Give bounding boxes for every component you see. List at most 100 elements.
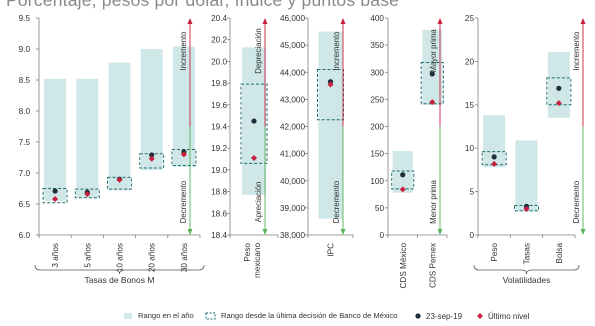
date-marker: [52, 188, 58, 194]
arrow-down-head: [187, 229, 193, 235]
y-tick-label: 15: [465, 101, 475, 110]
y-tick-label: 20.0: [211, 57, 227, 66]
range-year-bar: [318, 31, 343, 219]
y-tick-label: 40,000: [280, 177, 305, 186]
y-tick-label: 25: [465, 14, 475, 23]
range-year-bar: [422, 29, 443, 105]
group-brace: [473, 264, 580, 275]
date-marker: [400, 172, 406, 178]
range-year-bar: [547, 51, 570, 118]
y-tick-label: 18.8: [211, 188, 227, 197]
y-tick-label: 20: [465, 57, 475, 66]
arrow-down-head: [580, 229, 586, 235]
date-marker: [251, 118, 257, 124]
last-marker: [116, 176, 123, 183]
x-tick-label: 20 años: [148, 243, 157, 272]
arrow-up-label: Incremento: [332, 31, 341, 71]
arrow-up-head: [580, 18, 586, 24]
arrow-up-head: [187, 18, 193, 24]
group-label: Volatilidades: [503, 275, 551, 285]
y-tick-label: 19.8: [211, 79, 227, 88]
last-marker: [251, 154, 257, 161]
arrow-up-head: [340, 18, 346, 24]
legend-last-marker: [477, 313, 483, 319]
chart-title-strip: Porcentaje, pesos por dólar, índice y pu…: [0, 0, 595, 12]
x-tick-label: 3 años: [51, 243, 60, 268]
y-tick-label: 200: [370, 123, 384, 132]
last-marker: [148, 155, 155, 162]
arrow-up-label: Incremento: [572, 31, 581, 71]
last-marker: [491, 160, 498, 167]
y-tick-label: 19.2: [211, 144, 227, 153]
x-tick-label: Peso: [243, 243, 252, 262]
last-marker: [429, 99, 436, 106]
x-tick-label: 5 años: [83, 243, 92, 268]
x-tick-label: CDS México: [399, 243, 408, 289]
last-marker: [523, 205, 530, 212]
y-tick-label: 19.4: [211, 123, 227, 132]
y-tick-label: 250: [370, 95, 384, 104]
arrow-down-label: Decremento: [572, 180, 581, 223]
range-banxico-box: [74, 188, 100, 199]
arrow-down-label: Apreciación: [254, 182, 263, 223]
group-label: Tasas de Bonos M: [85, 275, 155, 285]
range-year-bar: [76, 78, 99, 198]
range-banxico-box: [481, 151, 507, 166]
x-tick-label: Tasas: [523, 243, 532, 264]
y-tick-label: 43,000: [280, 95, 305, 104]
y-tick-label: 19.0: [211, 166, 227, 175]
date-marker: [429, 71, 435, 77]
arrow-up-label: Depreciación: [254, 28, 263, 74]
arrow-up-head: [262, 18, 268, 24]
last-marker: [327, 81, 334, 88]
arrow-up-head: [437, 18, 443, 24]
y-tick-label: 9.5: [19, 14, 31, 23]
y-tick-label: 6.0: [19, 231, 31, 240]
range-banxico-box: [420, 61, 444, 105]
y-tick-label: 6.5: [19, 200, 31, 209]
last-marker: [555, 100, 562, 107]
range-year-bar: [483, 115, 506, 168]
range-year-bar: [172, 46, 195, 167]
x-tick-label: Peso: [490, 243, 499, 262]
y-tick-label: 20.4: [211, 14, 227, 23]
chart-title: Porcentaje, pesos por dólar, índice y pu…: [6, 0, 400, 10]
last-marker: [52, 196, 59, 203]
x-tick-label: CDS Pemex: [428, 243, 437, 288]
x-tick-label: IPC: [327, 243, 336, 257]
y-tick-label: 39,000: [280, 204, 305, 213]
x-tick-label: Bolsa: [555, 243, 564, 264]
legend-date-marker: [415, 313, 421, 319]
date-marker: [149, 152, 155, 158]
legend-range-banxico-swatch: [205, 312, 216, 320]
y-tick-label: 350: [370, 41, 384, 50]
x-tick-label: 10 años: [116, 243, 125, 272]
x-tick-label: 30 años: [180, 243, 189, 272]
y-tick-label: 7.5: [19, 138, 31, 147]
arrow-down-head: [437, 229, 443, 235]
range-year-bar: [515, 140, 538, 212]
range-year-bar: [140, 49, 163, 170]
legend-last-label: Último nivel: [488, 312, 530, 321]
y-tick-label: 41,000: [280, 150, 305, 159]
legend-range-year-label: Rango en el año: [138, 311, 194, 320]
date-marker: [491, 154, 497, 160]
y-tick-label: 9.0: [19, 45, 31, 54]
y-tick-label: 45,000: [280, 41, 305, 50]
arrow-up-label: Mayor prima: [429, 29, 438, 73]
y-tick-label: 7.0: [19, 169, 31, 178]
y-tick-label: 46,000: [280, 14, 305, 23]
y-tick-label: 150: [370, 150, 384, 159]
y-tick-label: 18.6: [211, 209, 227, 218]
arrow-down-label: Decremento: [332, 180, 341, 223]
range-banxico-box: [240, 83, 268, 164]
group-brace: [34, 264, 205, 275]
range-banxico-box: [317, 69, 344, 121]
y-tick-label: 300: [370, 68, 384, 77]
y-tick-label: 0: [469, 231, 474, 240]
legend-range-banxico-label: Rango desde la última decisión de Banco …: [221, 311, 397, 320]
last-marker: [399, 186, 406, 193]
date-marker: [556, 85, 562, 91]
last-marker: [180, 151, 187, 158]
legend-range-year-swatch: [124, 313, 132, 319]
